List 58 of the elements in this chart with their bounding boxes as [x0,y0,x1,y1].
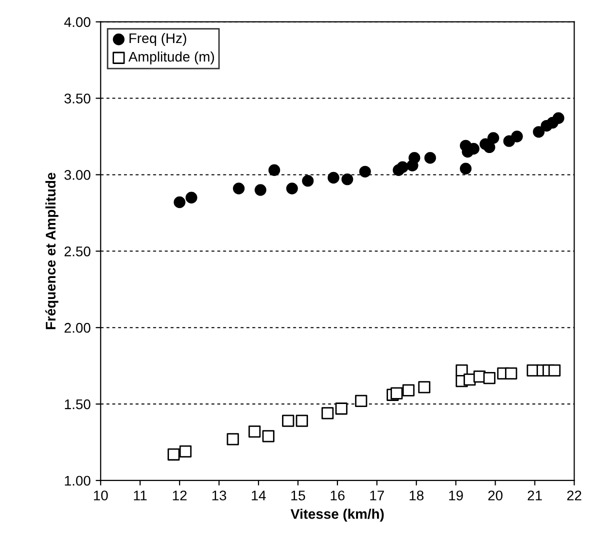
point [483,372,496,384]
x-tick-label: 10 [94,490,108,500]
point [532,126,545,138]
point [286,182,298,194]
point [268,164,280,176]
point [262,430,274,442]
legend-label: Amplitude (m) [128,51,214,64]
x-tick-label: 14 [252,490,266,500]
x-tick-label: 15 [291,490,306,500]
y-tick-label: 4.00 [64,17,90,28]
point [505,367,518,380]
y-axis-title: Fréquence et Amplitude [45,172,58,330]
point [296,414,308,427]
x-tick-label: 22 [567,490,582,500]
x-axis-title: Vitesse (km/h) [290,508,384,522]
point [424,152,436,164]
point [302,174,314,187]
y-tick-label: 2.50 [64,246,90,256]
point [355,394,368,408]
x-tick-label: 18 [410,490,424,500]
point [328,172,340,184]
point [186,192,198,204]
y-tick-label: 3.50 [64,94,90,104]
y-tick-label: 2.00 [64,322,90,333]
y-tick-label: 3.00 [64,170,90,180]
x-tick-label: 20 [488,490,502,500]
point [359,166,371,178]
y-tick-label: 1.50 [64,399,90,410]
point [487,132,500,144]
point [390,387,403,400]
point [552,112,564,124]
point [335,402,348,415]
x-tick-label: 11 [134,490,147,500]
x-tick-label: 19 [449,490,463,500]
point [322,407,334,420]
point [396,161,408,173]
x-tick-label: 17 [370,490,384,500]
point [408,152,420,164]
x-tick-label: 16 [330,490,345,500]
point [174,196,186,208]
x-tick-label: 13 [212,490,226,500]
point [179,445,192,458]
point [341,173,354,186]
point [418,381,430,394]
x-tick-label: 21 [528,490,542,500]
legend-label: Freq (Hz) [130,32,186,46]
point [460,162,472,174]
point [254,184,266,196]
x-tick-label: 12 [172,490,187,500]
point [511,130,523,142]
point [232,182,245,194]
point [282,414,294,427]
point [548,364,561,376]
point [248,425,261,438]
point [226,433,239,446]
y-tick-label: 1.00 [64,476,90,486]
point [168,448,180,461]
point [402,384,415,396]
